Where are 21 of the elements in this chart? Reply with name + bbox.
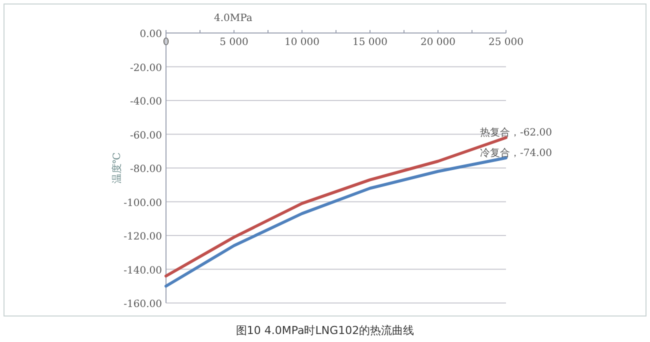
line-series (164, 136, 508, 278)
y-tick-label: -160.00 (124, 299, 162, 310)
x-tick-label: 15 000 (352, 37, 388, 48)
y-tick-label: -80.00 (130, 164, 162, 175)
y-axis-title: 温度℃ (111, 152, 123, 184)
y-tick-label: -40.00 (130, 96, 162, 108)
x-tick-label: 10 000 (284, 37, 320, 48)
y-tick-label: -60.00 (130, 130, 162, 142)
chart-title: 4.0MPa (214, 13, 252, 24)
x-tick-label: 20 000 (420, 37, 456, 48)
x-tick-label: 5 000 (220, 37, 248, 48)
y-tick-label: -20.00 (130, 62, 162, 74)
x-tick-label: 25 000 (488, 37, 524, 48)
annotation: 热复合，-62.00 (480, 126, 552, 139)
y-tick-label: -120.00 (124, 232, 162, 242)
y-tick-label: 0.00 (140, 29, 162, 40)
y-tick-label: -140.00 (124, 265, 162, 276)
y-tick-label: -100.00 (124, 198, 162, 209)
caption: 图10 4.0MPa时LNG102的热流曲线 (236, 324, 414, 337)
annotation: 冷复合，-74.00 (480, 146, 552, 159)
line-series (164, 156, 508, 288)
